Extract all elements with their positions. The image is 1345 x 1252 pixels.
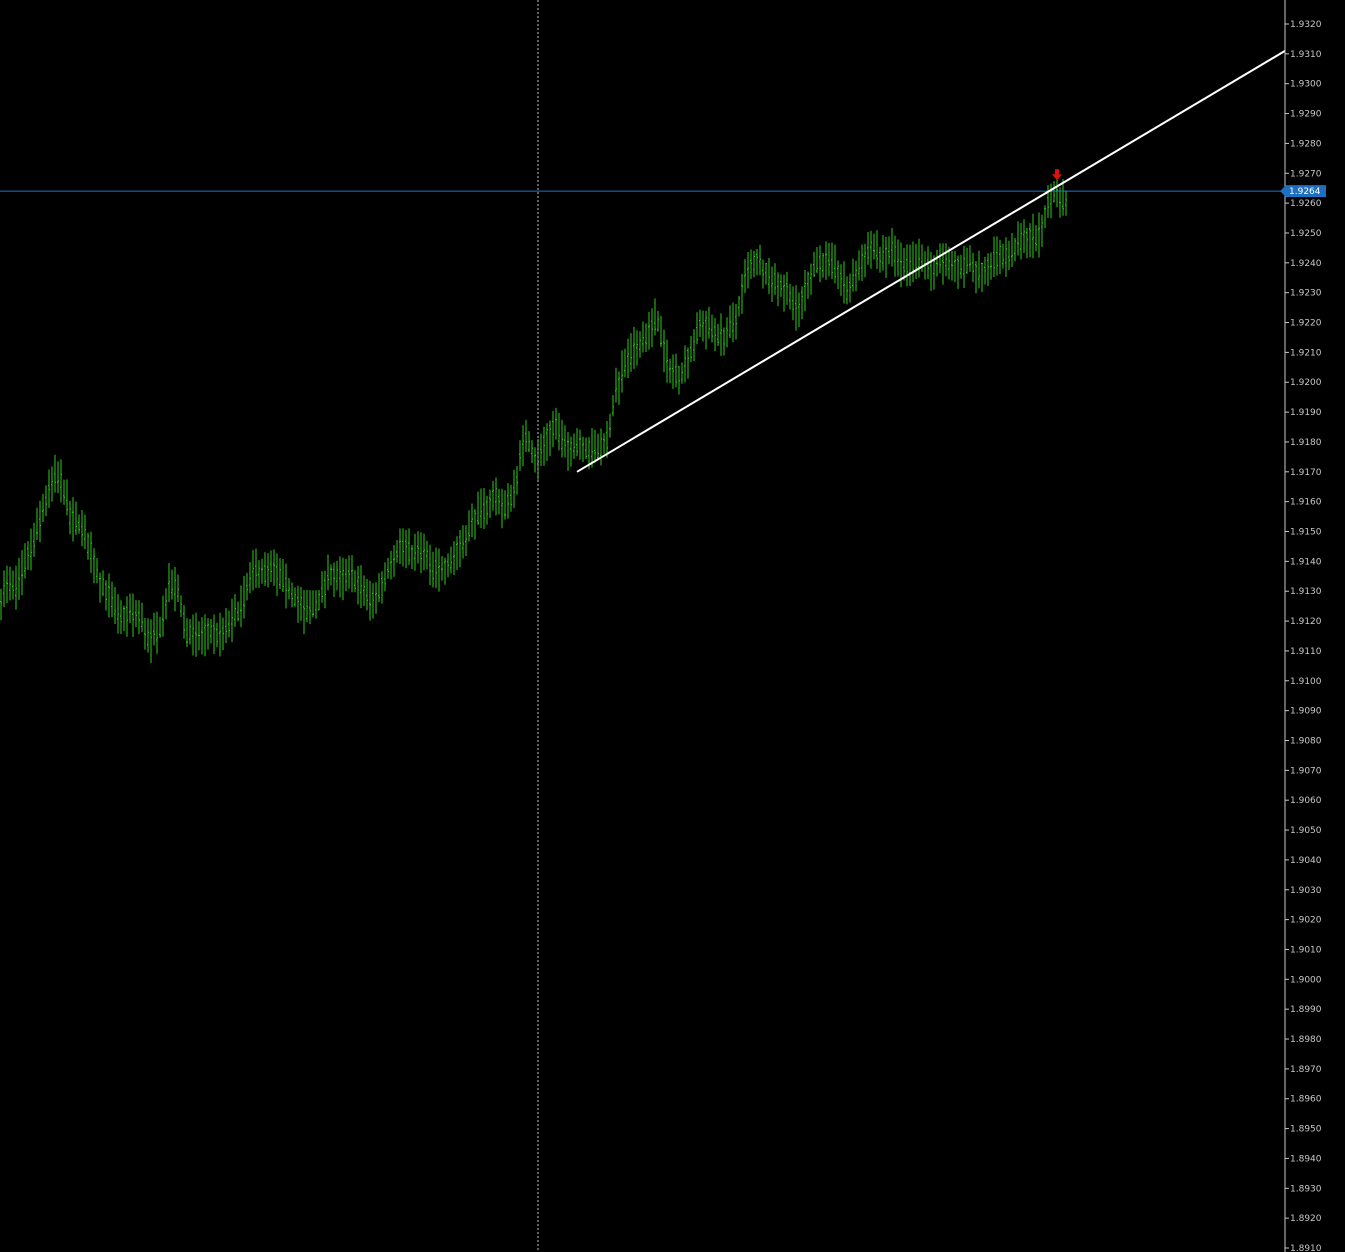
price-axis-label: 1.9040 [1290, 856, 1322, 866]
price-axis-label: 1.9270 [1290, 169, 1322, 179]
price-axis-label: 1.9220 [1290, 319, 1322, 329]
sell-arrow-head [1052, 174, 1062, 181]
price-axis-label: 1.8980 [1290, 1035, 1322, 1045]
price-axis-label: 1.8960 [1290, 1095, 1322, 1105]
price-axis-label: 1.9320 [1290, 20, 1322, 30]
price-axis-label: 1.9140 [1290, 557, 1322, 567]
price-axis-label: 1.9210 [1290, 348, 1322, 358]
price-axis-label: 1.9240 [1290, 259, 1322, 269]
price-axis-label: 1.9000 [1290, 975, 1322, 985]
current-price-tag: 1.9264 [1280, 185, 1326, 198]
price-axis-label: 1.9050 [1290, 826, 1322, 836]
price-axis-label: 1.9310 [1290, 50, 1322, 60]
price-axis-label: 1.9200 [1290, 378, 1322, 388]
sell-arrow-shaft [1055, 169, 1059, 175]
price-axis-label: 1.9190 [1290, 408, 1322, 418]
price-axis[interactable]: 1.9320 1.9310 1.9300 1.9290 1.9280 1.9270 1.92… [1285, 20, 1322, 1252]
price-axis-label: 1.8990 [1290, 1005, 1322, 1015]
price-axis-label: 1.9030 [1290, 886, 1322, 896]
price-axis-label: 1.9280 [1290, 139, 1322, 149]
price-axis-label: 1.8950 [1290, 1125, 1322, 1135]
sell-arrow-icon[interactable] [1052, 169, 1062, 181]
price-axis-label: 1.9180 [1290, 438, 1322, 448]
price-axis-label: 1.9120 [1290, 617, 1322, 627]
price-axis-label: 1.9100 [1290, 677, 1322, 687]
price-tag-box [1280, 185, 1326, 198]
price-axis-label: 1.9090 [1290, 707, 1322, 717]
price-axis-label: 1.8920 [1290, 1214, 1322, 1224]
price-axis-label: 1.9130 [1290, 587, 1322, 597]
price-axis-label: 1.9230 [1290, 289, 1322, 299]
price-axis-label: 1.9110 [1290, 647, 1322, 657]
price-axis-label: 1.9060 [1290, 796, 1322, 806]
price-axis-label: 1.9080 [1290, 736, 1322, 746]
price-axis-label: 1.9020 [1290, 916, 1322, 926]
price-axis-label: 1.9290 [1290, 110, 1322, 120]
price-axis-label: 1.9260 [1290, 199, 1322, 209]
price-axis-label: 1.9150 [1290, 528, 1322, 538]
price-axis-label: 1.9160 [1290, 498, 1322, 508]
price-bars [0, 174, 1067, 664]
price-axis-label: 1.8910 [1290, 1244, 1322, 1252]
price-axis-label: 1.8930 [1290, 1184, 1322, 1194]
price-axis-label: 1.9170 [1290, 468, 1322, 478]
price-axis-label: 1.8940 [1290, 1154, 1322, 1164]
price-axis-label: 1.8970 [1290, 1065, 1322, 1075]
price-axis-label: 1.9300 [1290, 80, 1322, 90]
price-tag-label: 1.9264 [1289, 187, 1321, 197]
price-axis-label: 1.9250 [1290, 229, 1322, 239]
price-axis-label: 1.9070 [1290, 766, 1322, 776]
trendline[interactable] [576, 50, 1286, 473]
price-axis-label: 1.9010 [1290, 945, 1322, 955]
